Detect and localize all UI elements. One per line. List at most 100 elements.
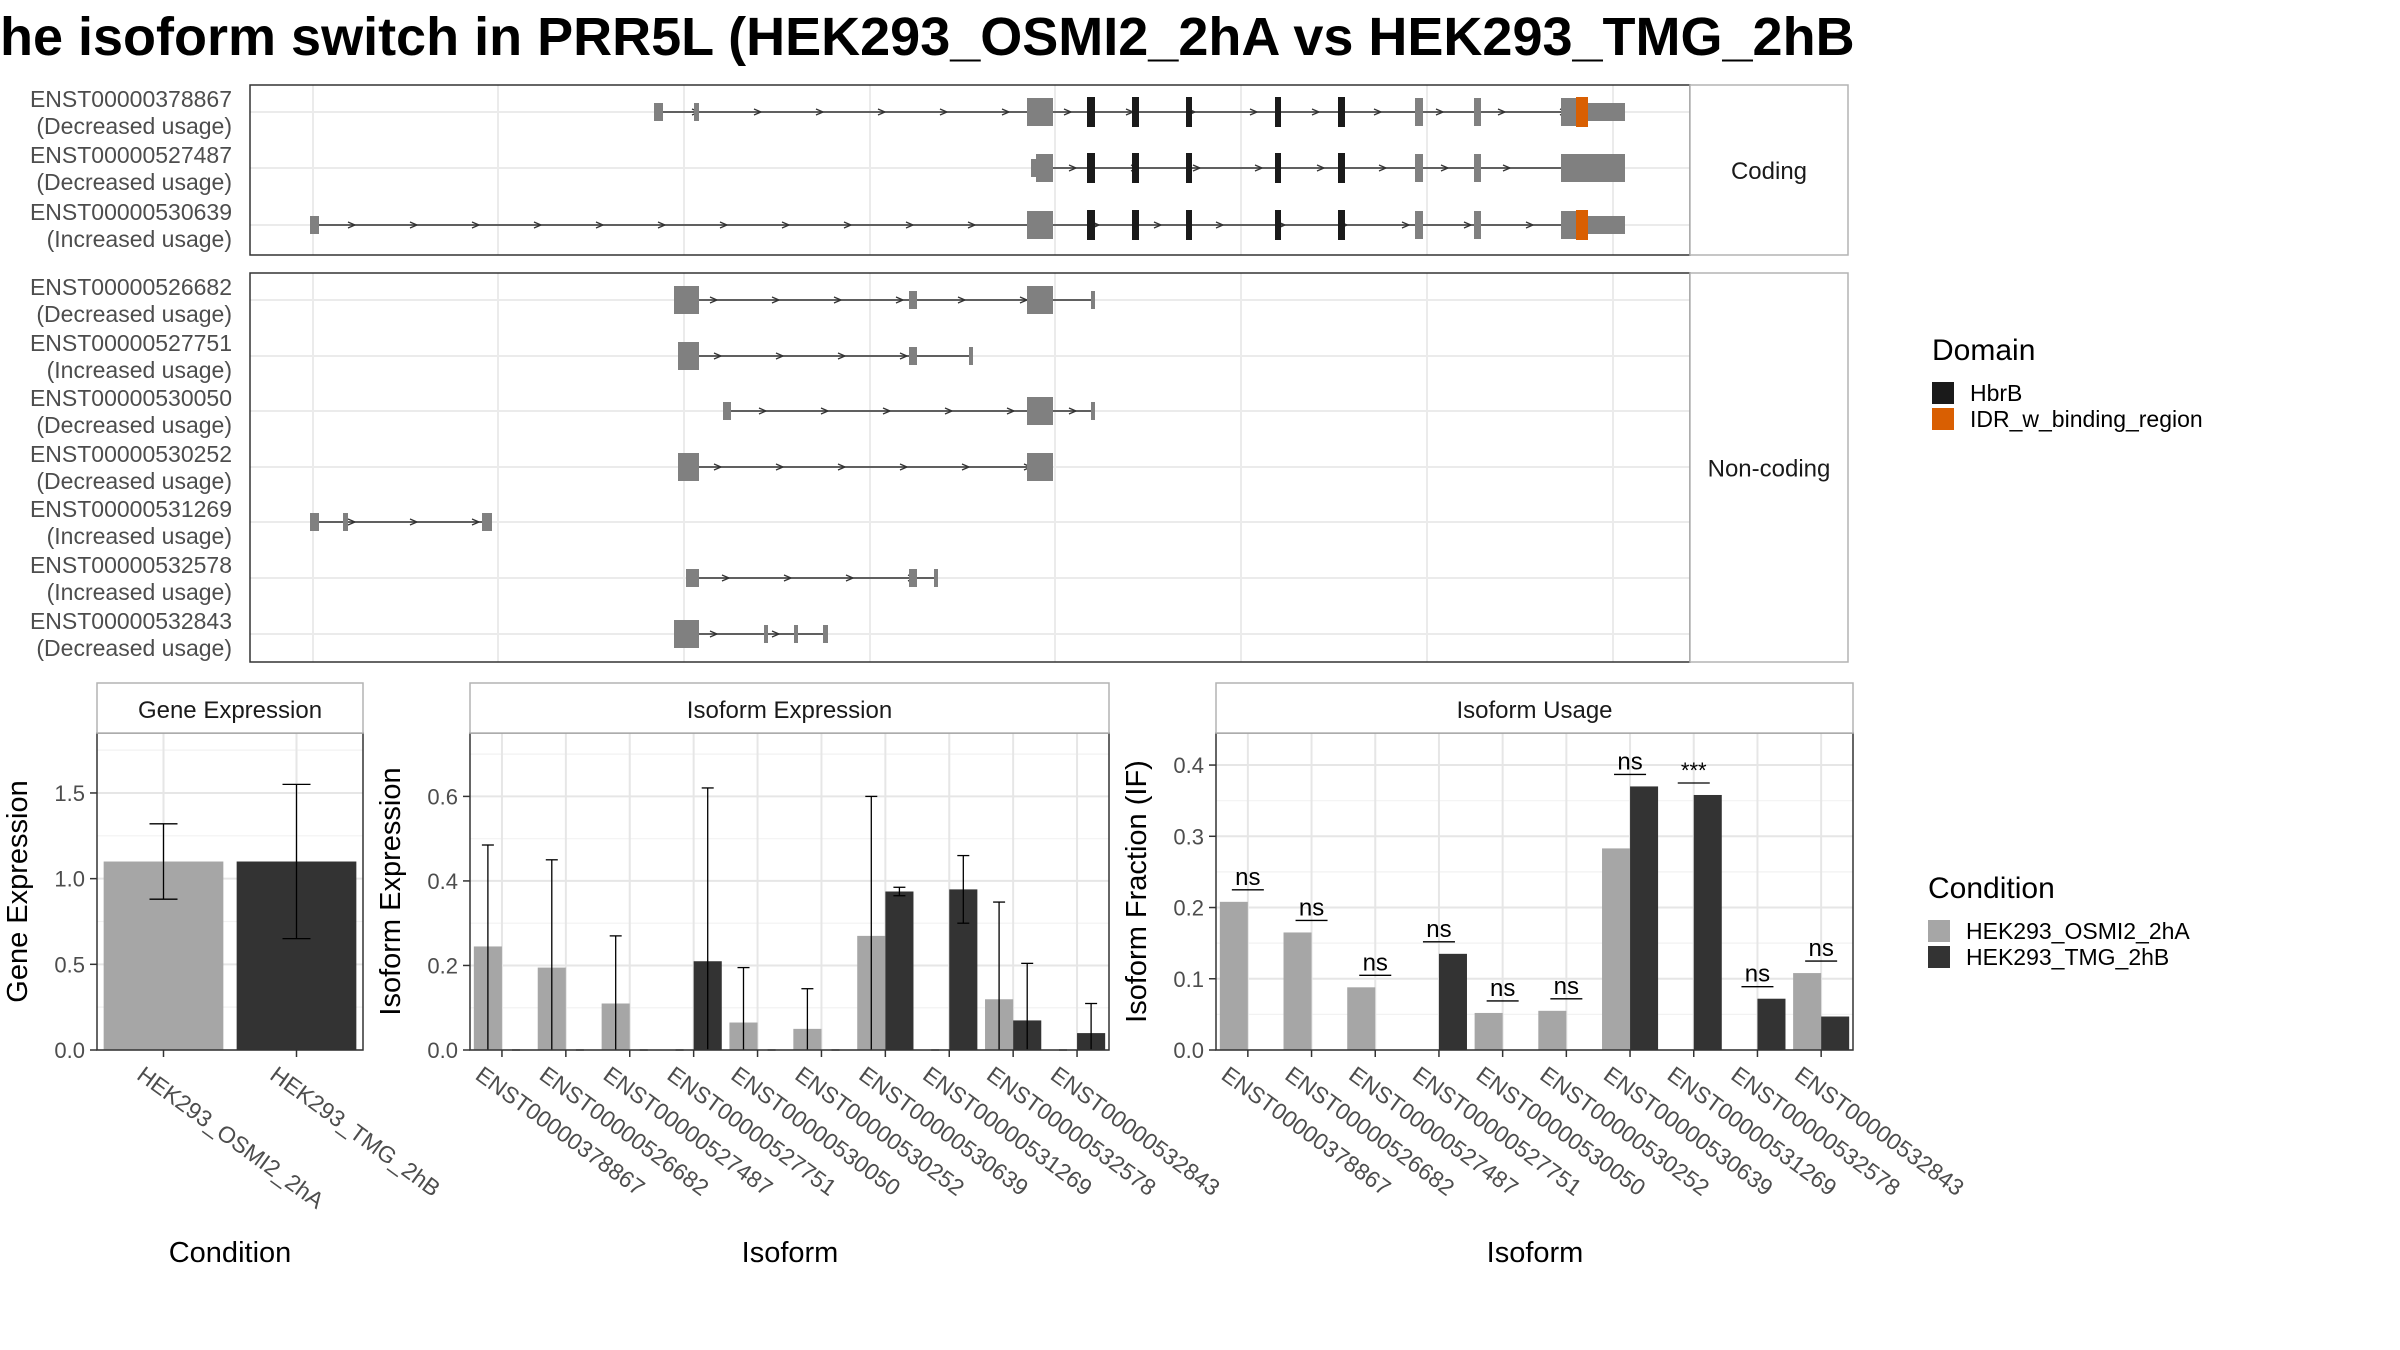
- exon-block: [1415, 98, 1423, 126]
- facet-strip: [96, 682, 364, 734]
- structure-strip-label: Coding: [1731, 158, 1807, 185]
- exon-block: [969, 347, 973, 365]
- exon-block: [1588, 216, 1625, 234]
- bar-ENST00000532843-HEK293_TMG_2hB: [1821, 1016, 1850, 1050]
- intron-direction-arrow: [709, 630, 719, 638]
- intron-direction-arrow: [899, 463, 909, 471]
- exon-block: [1474, 154, 1481, 182]
- intron-direction-arrow: [815, 108, 825, 116]
- y-tick-label: 0.0: [54, 1038, 85, 1063]
- intron-direction-arrow: [899, 352, 909, 360]
- intron-direction-arrow: [1153, 221, 1163, 229]
- intron-direction-arrow: [1463, 221, 1473, 229]
- exon-block: [1132, 153, 1139, 183]
- transcript-id-label: ENST00000532843: [30, 608, 232, 634]
- intron-direction-arrow: [820, 407, 830, 415]
- legend-key: [1928, 920, 1950, 942]
- exon-block: [1275, 153, 1281, 183]
- exon-block: [1132, 210, 1139, 240]
- transcript-ENST00000378867: ENST00000378867(Decreased usage): [30, 86, 1625, 139]
- transcript-ENST00000526682: ENST00000526682(Decreased usage): [30, 274, 1095, 327]
- y-tick-label: 0.3: [1173, 824, 1204, 849]
- bar-ENST00000378867-HEK293_OSMI2_2hA: [1219, 901, 1248, 1050]
- intron-direction-arrow: [1316, 164, 1326, 172]
- intron-direction-arrow: [758, 407, 768, 415]
- exon-block: [1027, 453, 1053, 481]
- intron-direction-arrow: [471, 518, 481, 526]
- intron-direction-arrow: [781, 221, 791, 229]
- intron-direction-arrow: [905, 221, 915, 229]
- transcript-id-label: ENST00000532578: [30, 552, 232, 578]
- intron-direction-arrow: [409, 518, 419, 526]
- exon-block: [678, 453, 699, 481]
- intron-direction-arrow: [967, 221, 977, 229]
- exon-block: [794, 625, 798, 643]
- transcript-usage-label: (Increased usage): [47, 226, 232, 252]
- transcript-usage-label: (Decreased usage): [36, 635, 232, 661]
- exon-block: [686, 569, 699, 587]
- legend-item-label: HEK293_OSMI2_2hA: [1966, 918, 2190, 944]
- intron-direction-arrow: [347, 221, 357, 229]
- facet-strip-title: Isoform Usage: [1456, 697, 1612, 724]
- transcript-id-label: ENST00000531269: [30, 496, 232, 522]
- intron-direction-arrow: [775, 352, 785, 360]
- transcript-id-label: ENST00000378867: [30, 86, 232, 112]
- exon-block: [1415, 211, 1423, 239]
- significance-label: ns: [1235, 864, 1260, 891]
- exon-block: [1186, 210, 1192, 240]
- transcript-ENST00000531269: ENST00000531269(Increased usage): [30, 496, 492, 549]
- significance-label: ns: [1363, 949, 1388, 976]
- intron-direction-arrow: [1249, 108, 1259, 116]
- intron-direction-arrow: [882, 407, 892, 415]
- plot-background: [1216, 733, 1853, 1050]
- intron-direction-arrow: [837, 463, 847, 471]
- transcript-id-label: ENST00000527487: [30, 142, 232, 168]
- y-tick-label: 0.0: [1173, 1038, 1204, 1063]
- exon-block: [1044, 98, 1053, 126]
- intron-direction-arrow: [877, 108, 887, 116]
- exon-block: [1561, 211, 1576, 239]
- exon-block: [1027, 286, 1053, 314]
- legend-item-label: HEK293_TMG_2hB: [1966, 944, 2169, 970]
- intron-direction-arrow: [1311, 108, 1321, 116]
- bar-ENST00000530252-HEK293_OSMI2_2hA: [1538, 1010, 1567, 1050]
- exon-block: [1561, 154, 1625, 182]
- legend-key: [1932, 382, 1954, 404]
- bar-chart-panels: Gene Expression 0.0 0.5 1.0 1.5 Gene Expressi…: [2, 682, 1969, 1269]
- intron-direction-arrow: [409, 221, 419, 229]
- exon-block: [1044, 154, 1053, 182]
- y-tick-label: 0.2: [1173, 896, 1204, 921]
- legend-key: [1928, 946, 1950, 968]
- intron-direction-arrow: [845, 574, 855, 582]
- intron-direction-arrow: [719, 221, 729, 229]
- exon-block: [1275, 210, 1281, 240]
- bar-ENST00000527751-HEK293_TMG_2hB: [1438, 953, 1467, 1050]
- transcript-id-label: ENST00000526682: [30, 274, 232, 300]
- transcript-id-label: ENST00000527751: [30, 330, 232, 356]
- exon-block: [1031, 159, 1036, 177]
- exon-block: [1036, 154, 1044, 182]
- bar-ENST00000527487-HEK293_OSMI2_2hA: [1347, 987, 1376, 1050]
- exon-block: [310, 216, 319, 234]
- intron-direction-arrow: [1254, 164, 1264, 172]
- intron-direction-arrow: [833, 296, 843, 304]
- transcript-ENST00000530252: ENST00000530252(Decreased usage): [30, 441, 1053, 494]
- exon-block: [909, 347, 917, 365]
- exon-block: [1474, 211, 1481, 239]
- exon-block: [678, 342, 699, 370]
- intron-direction-arrow: [1006, 407, 1016, 415]
- facet-strip: [469, 682, 1110, 734]
- exon-block: [1091, 291, 1095, 309]
- exon-block: [1186, 153, 1192, 183]
- legend-title: Condition: [1928, 872, 2055, 905]
- intron-direction-arrow: [771, 630, 781, 638]
- y-axis-label: Isoform Fraction (IF): [1121, 760, 1153, 1023]
- intron-direction-arrow: [1525, 221, 1535, 229]
- bar-ENST00000526682-HEK293_OSMI2_2hA: [1283, 932, 1312, 1050]
- legend-item-label: HbrB: [1970, 380, 2022, 406]
- x-axis-label: Isoform: [742, 1237, 839, 1269]
- significance-label: ns: [1299, 894, 1324, 921]
